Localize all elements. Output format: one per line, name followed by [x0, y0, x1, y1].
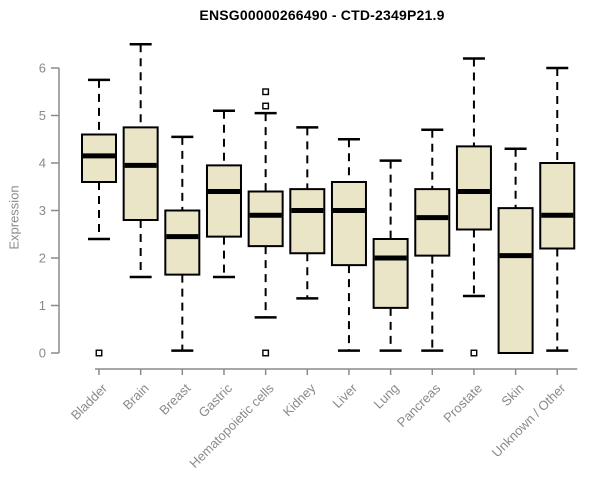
- iqr-box: [330, 181, 367, 267]
- box-lung: [372, 159, 409, 352]
- y-tick-label: 1: [39, 298, 46, 313]
- box-breast: [164, 135, 201, 352]
- y-tick-label: 5: [39, 108, 46, 123]
- iqr-box: [247, 190, 284, 248]
- x-tick-label: Prostate: [440, 381, 485, 426]
- box-brain: [122, 43, 159, 279]
- x-tick-label: Brain: [120, 381, 152, 413]
- outlier-point: [262, 102, 270, 110]
- box-gastric: [205, 109, 242, 279]
- iqr-box: [164, 209, 201, 276]
- box-pancreas: [414, 128, 451, 352]
- outlier-point: [262, 88, 270, 96]
- box-unknown-other: [539, 66, 576, 352]
- x-tick-label: Liver: [330, 380, 361, 411]
- y-tick-label: 4: [39, 156, 46, 171]
- y-axis: 0 1 2 3 4 5 6: [39, 61, 60, 361]
- y-tick-label: 0: [39, 346, 46, 361]
- iqr-box: [122, 126, 159, 221]
- x-tick-label: Unknown / Other: [489, 380, 569, 460]
- box-skin: [497, 147, 534, 354]
- iqr-box: [497, 207, 534, 354]
- outlier-point: [262, 349, 270, 357]
- x-tick-label: Bladder: [68, 380, 111, 423]
- x-tick-label: Breast: [156, 380, 193, 417]
- box-liver: [330, 138, 367, 352]
- chart-title: ENSG00000266490 - CTD-2349P21.9: [199, 7, 445, 23]
- x-tick-label: Gastric: [195, 380, 235, 420]
- y-tick-label: 6: [39, 61, 46, 76]
- box-hematopoietic-cells: [247, 88, 284, 357]
- iqr-box: [455, 145, 492, 231]
- box-prostate: [455, 57, 492, 357]
- iqr-box: [372, 238, 409, 309]
- iqr-box: [539, 162, 576, 250]
- x-tick-label: Pancreas: [394, 380, 444, 430]
- x-tick-label: Kidney: [280, 380, 319, 419]
- iqr-box: [289, 188, 326, 255]
- outlier-point: [470, 349, 478, 357]
- x-tick-label: Skin: [498, 381, 526, 409]
- x-tick-label: Lung: [371, 381, 402, 412]
- box-bladder: [81, 78, 117, 357]
- y-tick-label: 3: [39, 203, 46, 218]
- outlier-point: [95, 349, 103, 357]
- y-tick-label: 2: [39, 251, 46, 266]
- iqr-box: [414, 188, 451, 257]
- box-kidney: [289, 126, 326, 300]
- iqr-box: [205, 164, 242, 238]
